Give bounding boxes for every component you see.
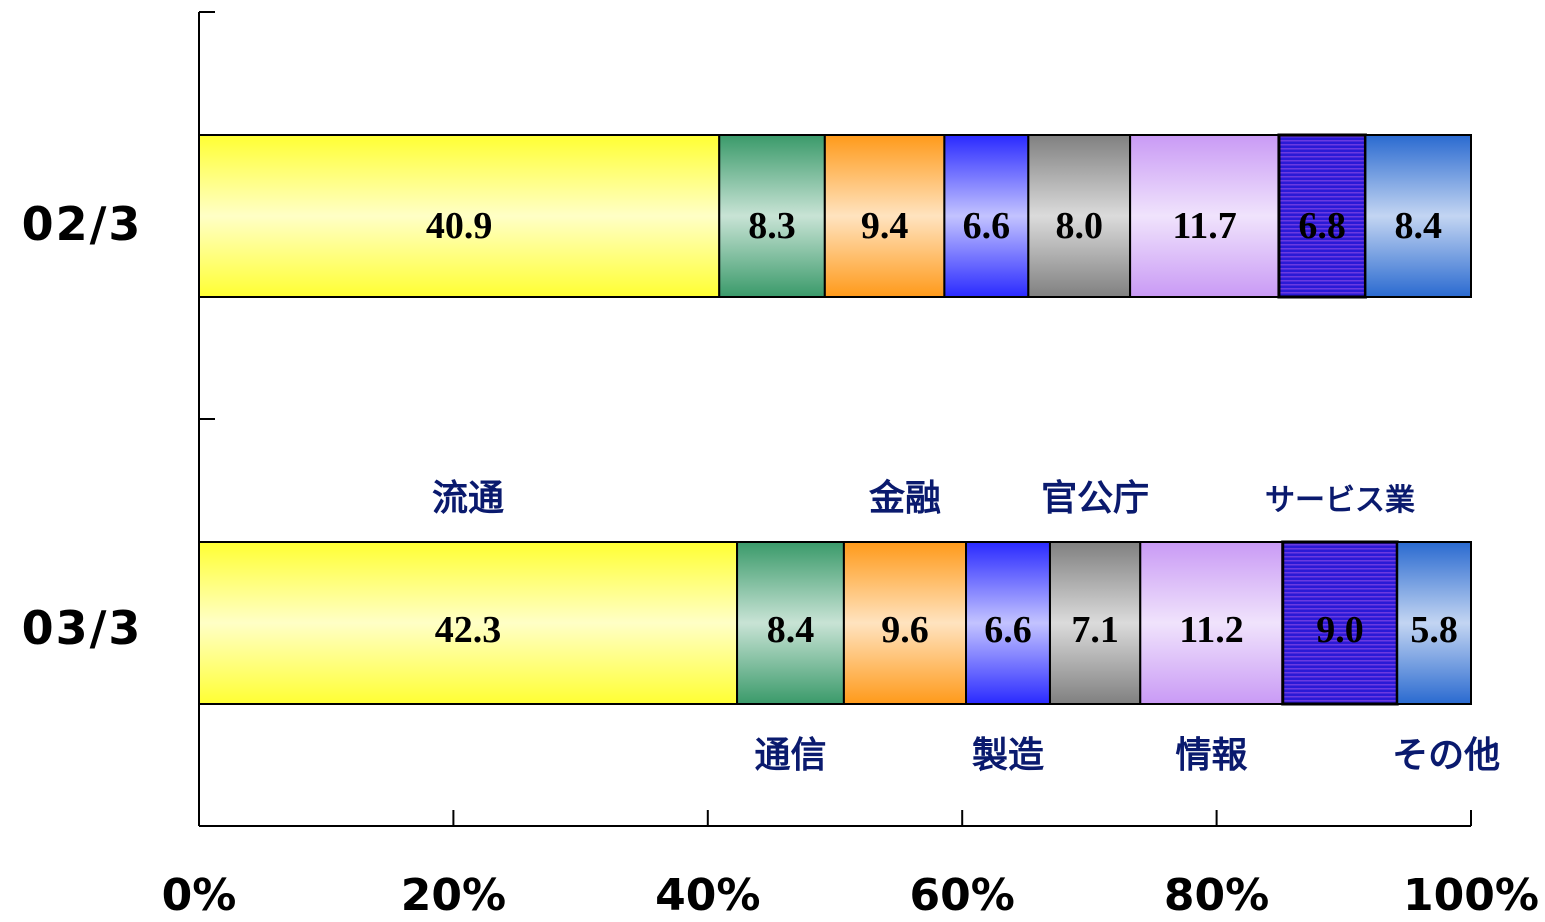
category-label: 02/3 bbox=[22, 197, 143, 251]
bar-segment bbox=[1277, 133, 1367, 299]
bar-segment bbox=[1048, 541, 1142, 705]
value-label: 11.7 bbox=[1172, 205, 1236, 247]
value-label: 8.3 bbox=[748, 205, 796, 247]
series-name-label: サービス業 bbox=[1265, 483, 1415, 518]
series-name-label: 情報 bbox=[1176, 735, 1248, 776]
value-label: 42.3 bbox=[435, 609, 502, 651]
bar-segment bbox=[1139, 541, 1284, 705]
bar-segment bbox=[1364, 134, 1472, 298]
series-name-label: 流通 bbox=[432, 478, 504, 519]
series-name-label: 製造 bbox=[972, 735, 1044, 776]
bar-segment bbox=[943, 134, 1030, 298]
x-tick-label: 60% bbox=[910, 870, 1015, 921]
series-name-label: その他 bbox=[1392, 735, 1500, 776]
value-label: 6.6 bbox=[963, 205, 1011, 247]
x-tick-label: 40% bbox=[655, 870, 760, 921]
value-label: 9.6 bbox=[881, 609, 929, 651]
bar-segment bbox=[1027, 134, 1132, 298]
value-label: 9.0 bbox=[1316, 609, 1364, 651]
chart-axes: 0% 20% 40% 60% 80% 100% bbox=[162, 11, 1539, 921]
value-label: 8.4 bbox=[767, 609, 815, 651]
series-name-label: 通信 bbox=[754, 735, 826, 776]
value-label: 6.6 bbox=[984, 609, 1032, 651]
bar-segment bbox=[718, 134, 826, 298]
bar-segment bbox=[965, 541, 1051, 705]
bar-segment bbox=[842, 541, 968, 705]
bar-segment bbox=[736, 541, 845, 705]
chart-labels: 02/3 03/3 40.9 8.3 9.4 6.6 8.0 11.7 6.8 8.4 42.3 8.… bbox=[22, 197, 1501, 776]
bar-segment bbox=[1281, 540, 1399, 706]
series-name-label: 官公庁 bbox=[1041, 478, 1149, 519]
chart-bars bbox=[198, 133, 1472, 706]
x-tick-label: 100% bbox=[1403, 870, 1539, 921]
value-label: 11.2 bbox=[1179, 609, 1243, 651]
value-label: 40.9 bbox=[426, 205, 493, 247]
x-tick-label: 20% bbox=[401, 870, 506, 921]
bar-segment bbox=[198, 541, 739, 705]
value-label: 8.4 bbox=[1394, 205, 1442, 247]
value-label: 5.8 bbox=[1410, 609, 1458, 651]
x-tick-label: 0% bbox=[162, 870, 237, 921]
value-label: 6.8 bbox=[1298, 205, 1346, 247]
bar-segment bbox=[198, 134, 721, 298]
value-label: 8.0 bbox=[1055, 205, 1103, 247]
bar-segment bbox=[823, 134, 946, 298]
value-label: 7.1 bbox=[1071, 609, 1119, 651]
series-name-label: 金融 bbox=[868, 477, 941, 519]
x-tick-label: 80% bbox=[1164, 870, 1269, 921]
bar-segment bbox=[1129, 134, 1280, 298]
value-label: 9.4 bbox=[861, 205, 909, 247]
category-label: 03/3 bbox=[22, 601, 143, 655]
bar-segment bbox=[1396, 541, 1472, 705]
